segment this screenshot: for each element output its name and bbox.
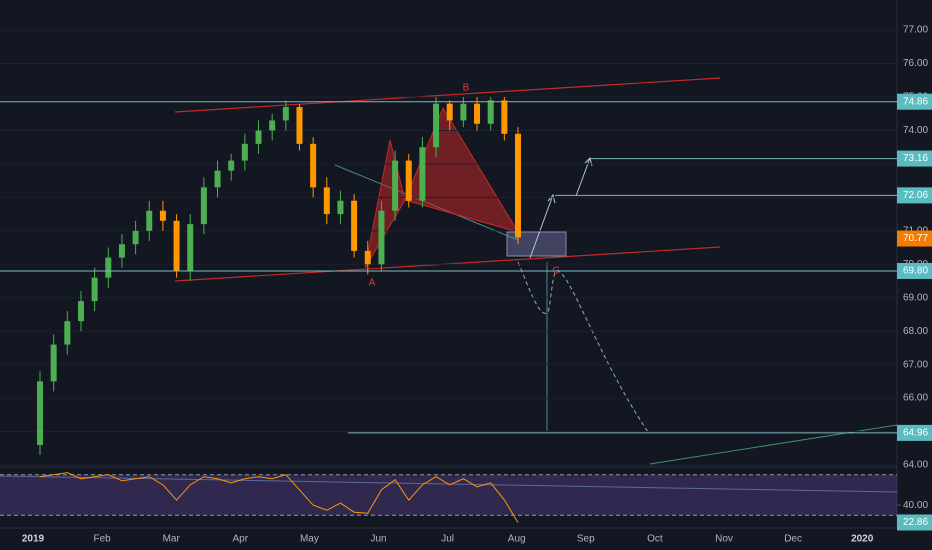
candle-body	[323, 187, 330, 215]
candle-body	[91, 277, 98, 302]
candle-body	[282, 107, 289, 121]
candle-body	[173, 220, 180, 271]
candle-body	[77, 301, 84, 322]
x-tick-label: 2020	[851, 534, 874, 545]
candle-body	[419, 147, 426, 201]
channel-line	[174, 77, 721, 113]
candle-body	[460, 103, 467, 121]
x-tick-label: Sep	[577, 534, 595, 545]
candle-body	[433, 103, 440, 148]
candle-body	[501, 100, 508, 134]
x-tick-label: Mar	[163, 534, 181, 545]
arrow-head	[547, 193, 556, 204]
x-tick-label: Nov	[715, 534, 733, 545]
y-tick-label: 67.00	[903, 359, 928, 370]
candle-body	[200, 187, 207, 225]
candle-body	[187, 224, 194, 271]
price-badge	[897, 187, 932, 204]
candle-body	[392, 160, 399, 211]
candle-body	[487, 100, 494, 124]
candle-body	[310, 143, 317, 188]
price-badge-label: 70.77	[903, 233, 928, 244]
candle-body	[159, 210, 166, 221]
x-tick-label: Jun	[370, 534, 386, 545]
y-tick-label: 64.00	[903, 460, 928, 471]
candle-body	[515, 133, 521, 238]
x-tick-label: May	[300, 534, 319, 545]
candle-body	[241, 143, 248, 161]
candle-body	[228, 160, 235, 171]
candle-body	[269, 120, 276, 131]
y-tick-label: 74.00	[903, 125, 928, 136]
x-tick-label: Jul	[441, 534, 454, 545]
y-tick-label: 76.00	[903, 58, 928, 69]
x-tick-label: 2019	[22, 534, 45, 545]
price-badge-label: 69.80	[903, 266, 928, 277]
rsi-band	[0, 474, 897, 516]
candle-body	[214, 170, 221, 188]
x-tick-label: Dec	[784, 534, 802, 545]
candle-body	[446, 103, 453, 121]
candle-body	[378, 210, 385, 265]
candle-body	[474, 103, 481, 124]
price-badge-label: 64.96	[903, 428, 928, 439]
candle-body	[105, 257, 112, 278]
candle-body	[37, 381, 43, 445]
candle-body	[255, 130, 262, 144]
x-tick-label: Aug	[508, 534, 526, 545]
rsi-badge	[897, 514, 932, 531]
price-badge	[897, 93, 932, 110]
x-tick-label: Apr	[233, 534, 249, 545]
candle-body	[118, 244, 125, 258]
candle-body	[50, 344, 57, 382]
candle-body	[337, 200, 344, 215]
y-tick-label: 77.00	[903, 25, 928, 36]
price-badge-label: 72.06	[903, 190, 928, 201]
candle-body	[132, 230, 139, 245]
candle-body	[364, 250, 371, 265]
price-badge	[897, 262, 932, 279]
rsi-badge-label: 22.86	[903, 517, 928, 528]
candle-body	[146, 210, 153, 231]
annotation: B	[463, 83, 470, 94]
y-tick-label: 68.00	[903, 326, 928, 337]
x-tick-label: Oct	[647, 534, 663, 545]
price-badge-label: 74.86	[903, 96, 928, 107]
price-badge	[897, 230, 932, 247]
price-badge	[897, 150, 932, 167]
candle-body	[296, 107, 303, 144]
y-tick-label: 66.00	[903, 393, 928, 404]
annotation: A	[369, 278, 376, 289]
candle-body	[351, 200, 358, 251]
arrow-head	[584, 157, 593, 167]
rsi-line	[39, 472, 519, 523]
y-tick-label: 69.00	[903, 292, 928, 303]
x-tick-label: Feb	[93, 534, 111, 545]
price-badge	[897, 424, 932, 441]
projection-arrow	[529, 194, 554, 259]
rsi-tick-label: 40.00	[903, 500, 928, 511]
candle-body	[64, 321, 71, 345]
candle-body	[405, 160, 412, 201]
price-badge-label: 73.16	[903, 153, 928, 164]
